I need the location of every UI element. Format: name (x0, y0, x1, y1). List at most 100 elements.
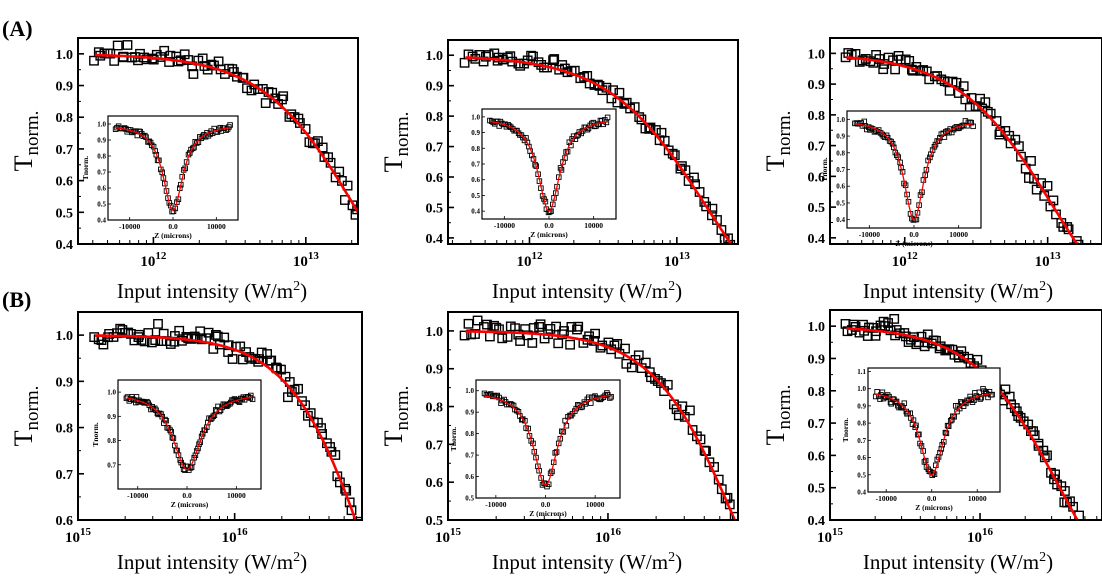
panel-2-y-axis-label-sub: norm. (392, 112, 413, 157)
panel-6-y-tick-label: 1.0 (808, 320, 826, 335)
panel-1-inset-y-tick-label: 0.4 (97, 217, 106, 225)
panel-6-y-tick-label: 0.4 (808, 514, 826, 529)
panel-6-inset-x-tick-label: -10000 (876, 494, 897, 503)
panel-2-y-axis-label-main: T (379, 156, 408, 172)
panel-5-inset-x-tick-label: 0.0 (541, 500, 551, 509)
panel-5-y-tick-label: 0.7 (426, 438, 444, 453)
panel-2-marker (634, 112, 645, 123)
panel-4-inset-x-axis-label: Z (microns) (171, 500, 209, 509)
panel-5-x-axis-label-sup: 2 (668, 550, 675, 565)
panel-3-marker (1073, 239, 1084, 244)
panel-6-inset-marker (930, 470, 936, 476)
panel-4-marker (174, 325, 185, 336)
panel-3-inset-marker (955, 125, 961, 132)
panel-5-marker (640, 357, 651, 368)
panel-3-inset-y-tick-label: 0.4 (836, 216, 845, 224)
panel-5-marker (732, 523, 740, 531)
panel-5-marker (527, 338, 538, 348)
panel-5-marker (644, 367, 655, 378)
panel-6-x-axis-label: Input intensity (W/m2) (863, 550, 1053, 574)
panel-4-inset-y-tick-label: 0.7 (107, 461, 116, 469)
panel-5-marker (729, 511, 738, 520)
panel-4-y-tick-label: 0.9 (56, 375, 74, 390)
panel-5-inset-frame (475, 379, 621, 499)
panel-5-frame (447, 311, 739, 521)
panel-3-y-tick-label: 0.4 (808, 232, 826, 247)
panel-4-y-axis-label-main: T (9, 430, 38, 446)
panel-5-y-axis-label: Tnorm. (379, 386, 413, 447)
panel-1-inset-y-tick-label: 0.9 (97, 137, 106, 145)
panel-5-marker (497, 333, 508, 344)
panel-3-inset-marker (970, 123, 976, 130)
panel-5-x-tick-label: 1016 (595, 526, 622, 546)
panel-6-marker (1084, 541, 1092, 549)
panel-3-inset-fit-line (854, 123, 974, 221)
panel-1-marker (246, 85, 257, 96)
panel-5-marker (620, 343, 630, 354)
panel-3-y-tick-label: 0.7 (808, 140, 826, 155)
panel-4-inset-marker (159, 413, 165, 420)
panel-2-marker (526, 50, 537, 61)
panel-3-inset-marker (927, 154, 933, 161)
panel-4-inset-marker (249, 396, 256, 403)
panel-1-fit-line (94, 53, 358, 213)
panel-6-marker (1091, 540, 1099, 548)
panel-5-y-tick-label: 0.6 (426, 476, 444, 491)
panel-3-marker (1089, 261, 1097, 269)
panel-1-x-axis-label: Input intensity (W/m2) (117, 279, 307, 303)
panel-5-inset-x-tick-label: -10000 (485, 500, 506, 509)
panel-5-inset: 0.5 0.6 0.7 0.8 0.9 1.0 -10000 0.0 10000 Z (micro… (449, 379, 621, 518)
panel-2-marker (459, 57, 470, 68)
panel-2-inset-y-tick-label: 0.4 (471, 208, 480, 216)
panel-1-y-axis-label-sub: norm. (22, 111, 43, 156)
panel-4-x-tick-base: 10 (65, 530, 80, 546)
panel-2-inset-x-tick-label: -10000 (494, 221, 515, 230)
panel-2-marker (645, 122, 656, 133)
panel-2-marker (675, 163, 686, 174)
panel-3-marker (980, 97, 991, 108)
panel-1-marker (260, 98, 271, 109)
panel-3-marker (958, 81, 969, 92)
panel-5-marker (572, 324, 582, 335)
panel-6-x-axis-label-sup: 2 (1039, 550, 1046, 565)
panel-2-y-tick-label: 0.8 (426, 110, 444, 125)
panel-6-inset: 0.4 0.5 0.6 0.7 0.8 0.9 1.0 1.1 -10000 0.0 10000 Z … (841, 367, 1001, 512)
panel-1-x-tick-exponent: 12 (155, 250, 167, 262)
panel-5-inset-marker (604, 390, 610, 396)
panel-1-x-axis-label-sup: 2 (293, 279, 300, 294)
panel-2-marker (533, 57, 544, 68)
panel-5-marker (553, 338, 564, 349)
panel-3-x-axis-label-sup: 2 (1039, 279, 1046, 294)
panel-3-frame (829, 37, 1102, 245)
panel-3-y-axis-label-main: T (761, 155, 790, 171)
panel-2-marker (730, 246, 738, 254)
panel-6-inset-y-tick-label: 0.5 (857, 471, 866, 479)
panel-5-inset-marker (598, 395, 605, 402)
panel-1-marker (317, 142, 328, 153)
panel-1-inset-fit-line (115, 127, 231, 212)
panel-6-marker (1078, 525, 1086, 533)
panel-6-inset-x-tick-label: 10000 (968, 494, 987, 503)
panel-1-inset-marker (189, 145, 196, 152)
panel-1-inset-x-axis-label: Z (microns) (154, 231, 192, 240)
panel-5-x-tick-exponent: 15 (450, 526, 462, 538)
panel-5-marker (463, 318, 474, 329)
panel-3-marker (1094, 276, 1102, 284)
panel-6-x-tick-base: 10 (817, 530, 832, 546)
panel-6-inset-fit-line (875, 392, 993, 476)
panel-3-inset-y-axis-label: Tnorm. (820, 157, 829, 182)
panel-6-y-tick-label: 0.5 (808, 482, 826, 497)
panel-5-x-tick-label: 1015 (435, 526, 462, 546)
panel-1-marker (334, 166, 345, 177)
panel-6-inset-y-tick-label: 0.7 (857, 437, 866, 445)
panel-1-inset-x-tick-label: 10000 (207, 222, 226, 231)
panel-6-inset-y-tick-label: 1.1 (857, 368, 866, 376)
panel-4-x-tick-exponent: 16 (237, 526, 249, 538)
panel-2-x-axis-label-tail: ) (675, 279, 682, 303)
panel-4-marker (293, 383, 303, 394)
panel-4-inset-x-tick-label: 10000 (227, 491, 246, 500)
panel-5-marker (485, 331, 495, 342)
panel-6-marker (1071, 523, 1079, 531)
